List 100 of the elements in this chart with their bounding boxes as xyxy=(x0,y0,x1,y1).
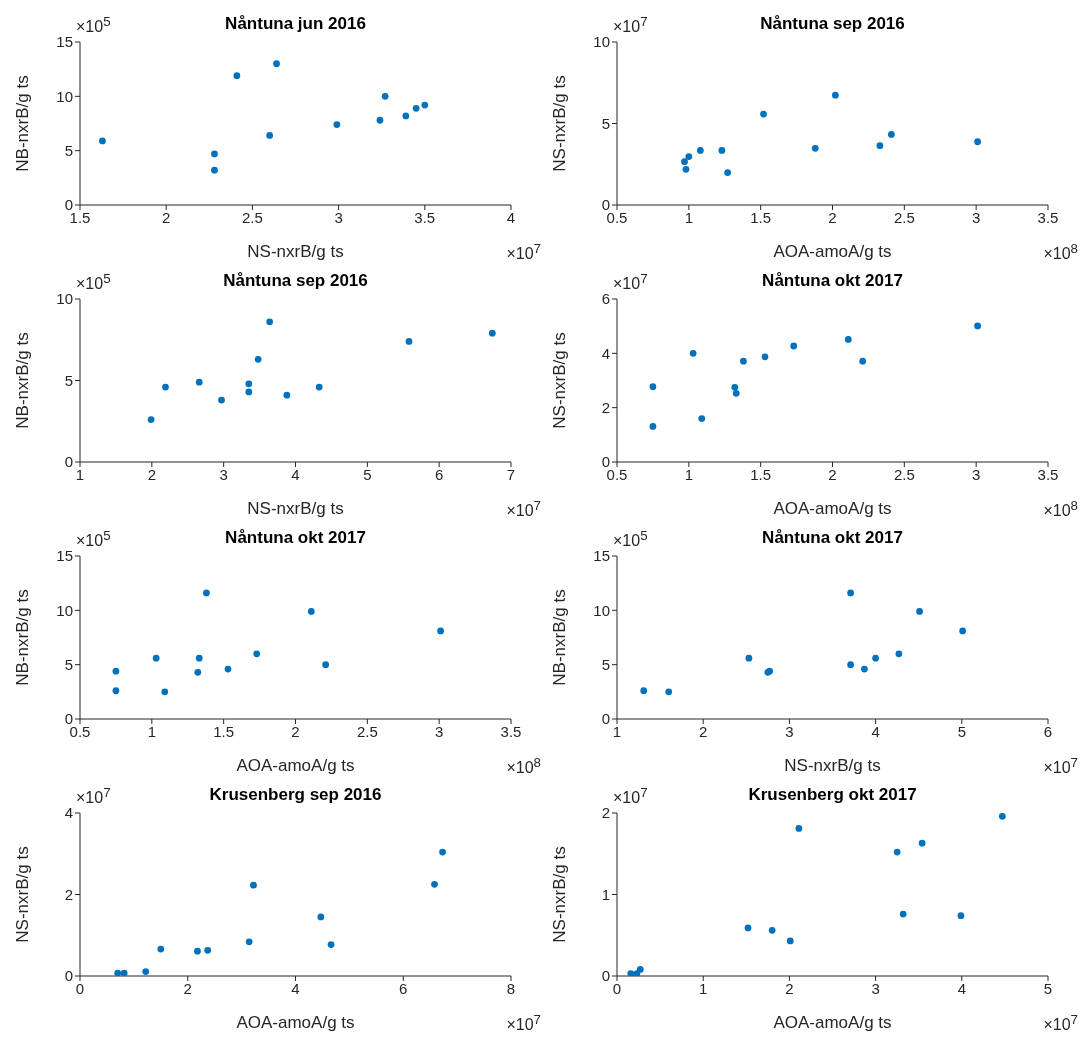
x-tick-label: 1 xyxy=(684,208,694,226)
x-tick-label: 3 xyxy=(871,979,880,997)
text: ×10$^{8}$ xyxy=(1043,497,1078,520)
x-tick-label: 7 xyxy=(506,465,516,483)
y-tick-label: 2 xyxy=(64,885,73,903)
text: ×10$^{7}$ xyxy=(76,785,111,808)
y-axis-title: NB-nxrB/g ts xyxy=(13,589,33,686)
y-axis-title: NS-nxrB/g ts xyxy=(550,332,570,429)
y-tick-label: 2 xyxy=(601,804,610,822)
x-tick-label: 4 xyxy=(291,979,300,997)
x-tick-label: 2 xyxy=(699,722,708,740)
x-tick-label: 4 xyxy=(506,208,516,226)
text: ×10$^{8}$ xyxy=(506,754,541,777)
x-tick-label: 2 xyxy=(183,979,192,997)
x-tick-label: 1 xyxy=(147,722,157,740)
y-tick-label: 0 xyxy=(601,453,610,471)
x-tick-label: 4 xyxy=(957,979,966,997)
y-tick-label: 0 xyxy=(64,710,73,728)
y-axis-title: NS-nxrB/g ts xyxy=(550,75,570,172)
x-tick-label: 3 xyxy=(334,208,343,226)
y-tick-label: 5 xyxy=(64,371,73,389)
y-tick-label: 0 xyxy=(601,196,610,214)
y-tick-label: 10 xyxy=(56,290,73,308)
text: ×10$^{8}$ xyxy=(1043,240,1078,263)
chart-title: Nåntuna sep 2016 xyxy=(760,14,905,33)
chart-title: Nåntuna okt 2017 xyxy=(225,528,366,547)
chart-title: Krusenberg sep 2016 xyxy=(209,785,382,804)
y-tick-label: 5 xyxy=(64,655,73,673)
y-tick-label: 10 xyxy=(593,33,610,51)
x-tick-label: 3 xyxy=(971,465,981,483)
x-tick-label: 1 xyxy=(684,465,694,483)
x-axis-title: NS-nxrB/g ts xyxy=(784,756,881,775)
text: ×10$^{7}$ xyxy=(506,240,541,263)
y-tick-label: 2 xyxy=(601,398,610,416)
x-axis-title: AOA-amoA/g ts xyxy=(773,242,892,261)
y-tick-label: 0 xyxy=(601,967,610,985)
y-tick-label: 5 xyxy=(64,141,73,159)
x-tick-label: 1 xyxy=(699,979,708,997)
x-tick-label: 2.5 xyxy=(241,208,263,226)
x-tick-label: 3.5 xyxy=(1037,465,1059,483)
x-tick-label: 4 xyxy=(871,722,880,740)
y-tick-label: 0 xyxy=(64,453,73,471)
y-tick-label: 0 xyxy=(64,967,73,985)
text: ×10$^{7}$ xyxy=(506,1011,541,1034)
text: ×10$^{7}$ xyxy=(506,497,541,520)
y-axis-title: NS-nxrB/g ts xyxy=(13,846,33,943)
y-tick-label: 10 xyxy=(56,601,73,619)
chart-title: Nåntuna sep 2016 xyxy=(223,271,368,290)
y-axis-title: NB-nxrB/g ts xyxy=(13,332,33,429)
x-tick-label: 3 xyxy=(434,722,444,740)
chart-title: Krusenberg okt 2017 xyxy=(748,785,917,804)
y-axis-title: NB-nxrB/g ts xyxy=(13,75,33,172)
x-tick-label: 1.5 xyxy=(750,208,772,226)
text: ×10$^{5}$ xyxy=(76,528,111,551)
y-axis-title: NB-nxrB/g ts xyxy=(550,589,570,686)
x-tick-label: 3.5 xyxy=(414,208,436,226)
y-tick-label: 4 xyxy=(601,344,610,362)
x-tick-label: 4 xyxy=(291,465,300,483)
x-axis-title: NS-nxrB/g ts xyxy=(247,499,344,518)
x-tick-label: 1 xyxy=(612,722,622,740)
x-tick-label: 3 xyxy=(219,465,228,483)
x-tick-label: 5 xyxy=(957,722,966,740)
y-axis-title: NS-nxrB/g ts xyxy=(550,846,570,943)
y-tick-label: 6 xyxy=(601,290,610,308)
x-tick-label: 1.5 xyxy=(750,465,772,483)
x-axis-title: AOA-amoA/g ts xyxy=(773,1013,892,1032)
text: ×10$^{7}$ xyxy=(613,14,648,37)
x-tick-label: 3 xyxy=(785,722,794,740)
x-tick-label: 5 xyxy=(1043,979,1053,997)
y-tick-label: 10 xyxy=(593,601,610,619)
x-tick-label: 2 xyxy=(828,208,837,226)
y-tick-label: 5 xyxy=(601,114,610,132)
x-tick-label: 1 xyxy=(75,465,85,483)
chart-title: Nåntuna okt 2017 xyxy=(762,528,903,547)
x-tick-label: 3 xyxy=(971,208,981,226)
x-tick-label: 8 xyxy=(506,979,516,997)
text: ×10$^{7}$ xyxy=(1043,754,1078,777)
text: ×10$^{5}$ xyxy=(613,528,648,551)
x-axis-title: AOA-amoA/g ts xyxy=(236,756,355,775)
x-tick-label: 5 xyxy=(363,465,372,483)
x-axis-title: NS-nxrB/g ts xyxy=(247,242,344,261)
x-tick-label: 2.5 xyxy=(356,722,378,740)
x-axis-title: AOA-amoA/g ts xyxy=(236,1013,355,1032)
x-tick-label: 2 xyxy=(828,465,837,483)
y-tick-label: 15 xyxy=(56,547,73,565)
y-tick-label: 1 xyxy=(601,885,610,903)
x-tick-label: 1.5 xyxy=(213,722,235,740)
text: ×10$^{7}$ xyxy=(613,271,648,294)
chart-title: Nåntuna okt 2017 xyxy=(762,271,903,290)
y-tick-label: 5 xyxy=(601,655,610,673)
x-tick-label: 0 xyxy=(75,979,85,997)
x-tick-label: 2.5 xyxy=(893,465,915,483)
chart-title: Nåntuna jun 2016 xyxy=(225,14,366,33)
y-tick-label: 4 xyxy=(64,804,73,822)
y-tick-label: 10 xyxy=(56,87,73,105)
x-tick-label: 2 xyxy=(162,208,171,226)
y-tick-label: 15 xyxy=(593,547,610,565)
text: ×10$^{5}$ xyxy=(76,14,111,37)
x-tick-label: 2 xyxy=(291,722,300,740)
text: ×10$^{5}$ xyxy=(76,271,111,294)
